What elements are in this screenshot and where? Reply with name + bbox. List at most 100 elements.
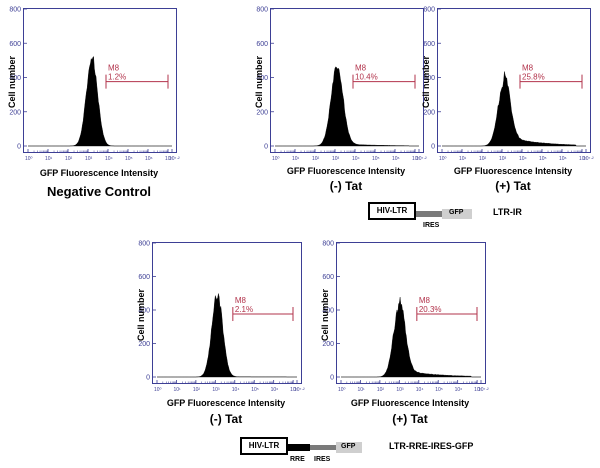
hiv-ltr-box: HIV-LTR [368, 202, 416, 220]
histogram-plot: 10⁰ 10¹ 10² 10³ 10⁴ 10⁵ 10⁶ 10⁷ 10⁷·² 0 200 400 600 8… [322, 241, 489, 394]
x-tick-label: 10⁰ [272, 156, 280, 162]
histogram-plot: 10⁰ 10¹ 10² 10³ 10⁴ 10⁵ 10⁶ 10⁷ 10⁷·² 0 200 400 600 8… [138, 241, 305, 394]
gfp-label: GFP [449, 209, 464, 216]
x-tick-label: 10¹ [459, 156, 467, 162]
x-axis-label: GFP Fluorescence Intensity [39, 168, 159, 178]
construct-name: LTR-RRE-IRES-GFP [389, 441, 474, 451]
x-tick-label: 10⁷·² [478, 387, 489, 393]
y-tick-label: 200 [423, 109, 435, 116]
x-tick-label: 10⁵ [125, 156, 133, 162]
x-tick-label: 10⁰ [25, 156, 33, 162]
x-tick-label: 10⁷·² [294, 387, 305, 393]
x-tick-label: 10¹ [292, 156, 300, 162]
x-tick-label: 10⁴ [105, 156, 113, 162]
x-tick-label: 10⁵ [435, 387, 443, 393]
histogram-area [275, 66, 419, 147]
y-tick-label: 800 [138, 241, 150, 248]
x-tick-label: 10⁶ [455, 387, 463, 393]
y-tick-label: 800 [322, 241, 334, 248]
histogram-area [28, 55, 172, 147]
construct-name: LTR-IR [493, 207, 522, 217]
y-tick-label: 0 [146, 375, 150, 382]
y-tick-label: 800 [9, 7, 21, 14]
x-tick-label: 10⁶ [271, 387, 279, 393]
x-axis-label: GFP Fluorescence Intensity [350, 398, 470, 408]
y-tick-label: 200 [322, 341, 334, 348]
y-tick-label: 400 [9, 75, 21, 82]
x-axis-label: GFP Fluorescence Intensity [453, 166, 573, 176]
histogram-plot: 10⁰ 10¹ 10² 10³ 10⁴ 10⁵ 10⁶ 10⁷ 10⁷·² 0 200 400 600 8… [256, 7, 427, 163]
x-axis-label: GFP Fluorescence Intensity [286, 166, 406, 176]
y-axis-label: Cell number [421, 55, 431, 108]
y-axis-label: Cell number [254, 55, 264, 108]
gate-percent: 10.4% [355, 73, 378, 82]
gate-percent: 1.2% [108, 73, 126, 82]
x-tick-label: 10² [312, 156, 320, 162]
x-tick-label: 10⁴ [232, 387, 240, 393]
y-tick-label: 200 [138, 341, 150, 348]
gate-percent: 20.3% [419, 305, 442, 314]
y-tick-label: 400 [256, 75, 268, 82]
ires-label: IRES [314, 456, 331, 463]
x-tick-label: 10⁷·² [583, 156, 594, 162]
x-tick-label: 10⁶ [145, 156, 153, 162]
histogram-plot: 10⁰ 10¹ 10² 10³ 10⁴ 10⁵ 10⁶ 10⁷ 10⁷·² 0 200 400 600 8… [423, 7, 594, 163]
x-tick-label: 10⁵ [251, 387, 259, 393]
y-tick-label: 400 [423, 75, 435, 82]
ires-label: IRES [423, 222, 440, 229]
y-tick-label: 800 [423, 7, 435, 14]
gfp-segment [442, 209, 472, 219]
x-tick-label: 10³ [499, 156, 507, 162]
y-tick-label: 0 [17, 144, 21, 151]
y-tick-label: 600 [423, 41, 435, 48]
x-tick-label: 10² [479, 156, 487, 162]
ires-segment [416, 211, 442, 217]
y-tick-label: 200 [9, 109, 21, 116]
y-tick-label: 600 [322, 274, 334, 281]
x-tick-label: 10⁷ [290, 387, 298, 393]
y-tick-label: 400 [322, 308, 334, 315]
x-tick-label: 10³ [396, 387, 404, 393]
x-tick-label: 10⁷ [412, 156, 420, 162]
x-tick-label: 10⁰ [154, 387, 162, 393]
condition-label: Negative Control [46, 184, 151, 199]
y-tick-label: 0 [330, 375, 334, 382]
condition-label: (+) Tat [495, 179, 531, 193]
x-tick-label: 10⁷ [474, 387, 482, 393]
y-tick-label: 600 [9, 41, 21, 48]
x-tick-label: 10⁰ [439, 156, 447, 162]
condition-label: (-) Tat [209, 412, 243, 426]
gate-name: M8 [108, 64, 120, 73]
gate-name: M8 [419, 296, 431, 305]
x-tick-label: 10³ [85, 156, 93, 162]
x-tick-label: 10⁷ [579, 156, 587, 162]
x-tick-label: 10⁴ [416, 387, 424, 393]
x-tick-label: 10¹ [173, 387, 181, 393]
y-axis-label: Cell number [320, 288, 330, 341]
gate-percent: 2.1% [235, 305, 253, 314]
histogram-plot: 10⁰ 10¹ 10² 10³ 10⁴ 10⁵ 10⁶ 10⁷ 10⁷·² 0 200 400 600 8… [9, 7, 180, 163]
x-axis-label: GFP Fluorescence Intensity [166, 398, 286, 408]
x-tick-label: 10⁷·² [416, 156, 427, 162]
x-tick-label: 10⁵ [539, 156, 547, 162]
x-tick-label: 10⁴ [519, 156, 527, 162]
x-tick-label: 10¹ [357, 387, 365, 393]
y-axis-label: Cell number [7, 55, 17, 108]
rre-segment [288, 444, 310, 451]
histogram-area [442, 71, 586, 147]
gate-name: M8 [355, 64, 367, 73]
x-tick-label: 10¹ [45, 156, 53, 162]
rre-label: RRE [290, 456, 305, 463]
x-tick-label: 10⁵ [372, 156, 380, 162]
x-tick-label: 10⁰ [338, 387, 346, 393]
x-tick-label: 10² [193, 387, 201, 393]
hiv-ltr-box: HIV-LTR [240, 437, 288, 455]
y-tick-label: 600 [138, 274, 150, 281]
ires-segment [310, 445, 336, 450]
gfp-label: GFP [341, 443, 356, 450]
x-tick-label: 10⁶ [559, 156, 567, 162]
y-tick-label: 0 [264, 144, 268, 151]
